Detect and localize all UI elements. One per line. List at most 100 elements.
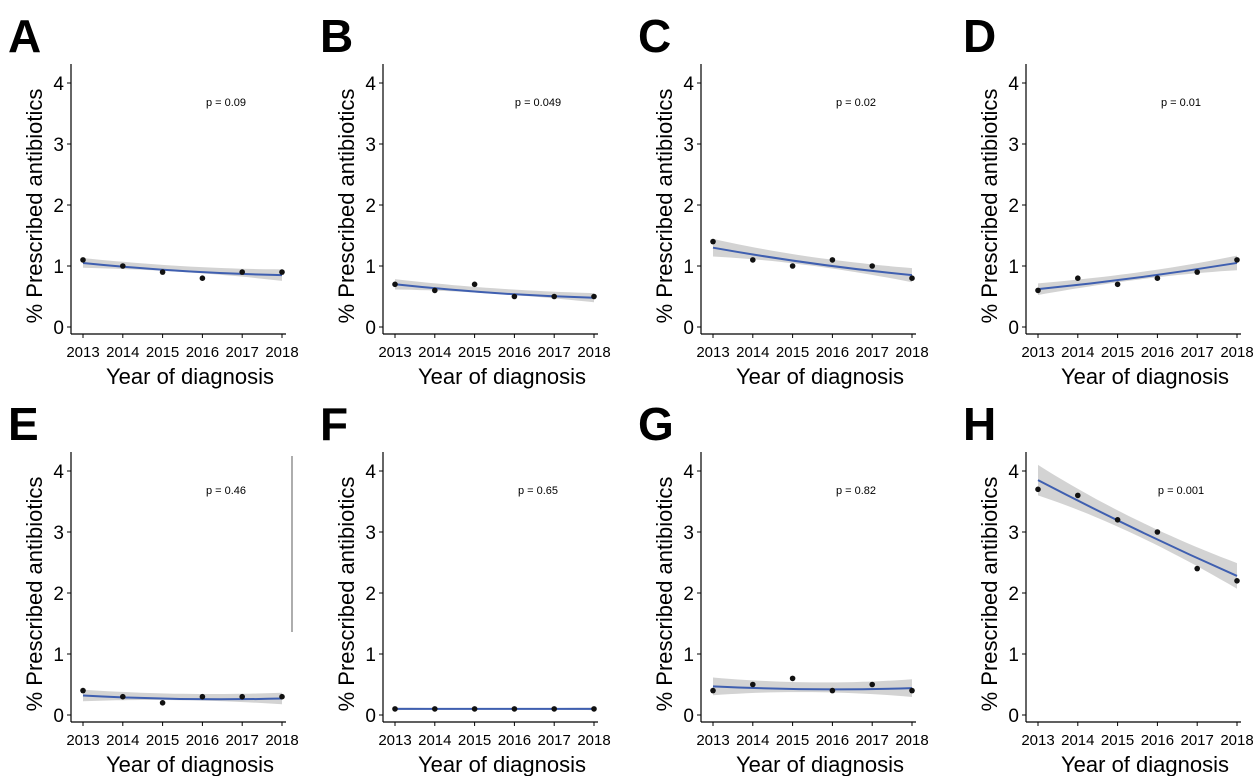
x-tick-label-g-2016: 2016	[816, 732, 849, 749]
data-point-e-2018	[279, 693, 285, 700]
p-value-a: p = 0.09	[206, 97, 246, 109]
y-tick-label-e-0: 0	[53, 706, 64, 727]
p-value-c: p = 0.02	[836, 97, 876, 109]
panel-letter-d: D	[963, 10, 996, 62]
data-point-b-2014	[432, 287, 438, 294]
y-tick-label-f-1: 1	[365, 645, 376, 666]
data-point-e-2014	[120, 693, 126, 700]
x-tick-label-a-2016: 2016	[186, 344, 219, 361]
p-value-h: p = 0.001	[1158, 485, 1204, 497]
y-tick-label-h-3: 3	[1008, 523, 1019, 544]
panel-letter-e: E	[8, 398, 39, 450]
data-point-c-2014	[750, 257, 756, 263]
y-tick-label-f-2: 2	[365, 584, 376, 605]
y-tick-label-g-0: 0	[683, 706, 694, 727]
x-tick-label-g-2013: 2013	[696, 732, 729, 749]
data-point-a-2013	[80, 257, 86, 263]
y-tick-label-a-3: 3	[53, 135, 64, 156]
x-tick-label-d-2013: 2013	[1021, 344, 1054, 361]
y-axis-label-a: % Prescribed antibiotics	[22, 89, 47, 324]
data-point-a-2015	[159, 269, 166, 275]
data-point-e-2013	[80, 687, 86, 694]
ci-band-e	[83, 689, 282, 705]
data-point-a-2018	[279, 269, 285, 275]
data-point-h-2016	[1154, 529, 1161, 535]
data-point-d-2016	[1154, 275, 1161, 282]
x-tick-label-h-2018: 2018	[1220, 732, 1253, 749]
x-tick-label-d-2015: 2015	[1101, 344, 1134, 361]
x-tick-label-b-2014: 2014	[418, 344, 451, 361]
x-tick-label-f-2013: 2013	[378, 732, 411, 749]
panel-letter-c: C	[638, 10, 671, 62]
data-point-g-2017	[869, 681, 875, 688]
x-axis-label-e: Year of diagnosis	[106, 752, 274, 776]
y-tick-label-c-2: 2	[683, 196, 694, 217]
data-point-e-2015	[159, 700, 166, 706]
x-tick-label-e-2017: 2017	[226, 732, 259, 749]
y-axis-label-b: % Prescribed antibiotics	[334, 89, 359, 324]
y-tick-label-h-4: 4	[1008, 462, 1019, 483]
x-tick-label-h-2013: 2013	[1021, 732, 1054, 749]
panel-letter-a: A	[8, 10, 41, 62]
data-point-a-2014	[120, 263, 126, 269]
y-tick-label-f-4: 4	[365, 462, 376, 483]
data-point-c-2013	[710, 238, 716, 245]
x-axis-label-a: Year of diagnosis	[106, 364, 274, 389]
data-point-h-2015	[1114, 517, 1121, 523]
x-tick-label-a-2013: 2013	[66, 344, 99, 361]
x-axis-label-g: Year of diagnosis	[736, 752, 904, 776]
y-tick-label-g-1: 1	[683, 645, 694, 666]
y-tick-label-e-4: 4	[53, 462, 64, 483]
p-value-g: p = 0.82	[836, 485, 876, 497]
y-tick-label-c-3: 3	[683, 135, 694, 156]
data-point-b-2015	[471, 281, 478, 288]
panel-letter-b: B	[320, 10, 353, 62]
y-tick-label-e-2: 2	[53, 584, 64, 605]
fit-line-c	[712, 246, 913, 277]
p-value-b: p = 0.049	[515, 97, 561, 109]
panel-letter-h: H	[963, 398, 996, 450]
x-tick-label-h-2014: 2014	[1061, 732, 1094, 749]
x-tick-label-g-2015: 2015	[776, 732, 809, 749]
x-axis-label-d: Year of diagnosis	[1061, 364, 1229, 389]
data-point-g-2014	[750, 681, 756, 688]
data-point-h-2018	[1234, 578, 1240, 584]
data-point-g-2018	[909, 687, 915, 694]
panel-letter-g: G	[638, 398, 674, 450]
x-tick-label-f-2017: 2017	[538, 732, 571, 749]
fit-line-b	[394, 283, 595, 299]
y-tick-label-d-0: 0	[1008, 318, 1019, 339]
data-point-c-2017	[869, 263, 875, 269]
x-tick-label-f-2015: 2015	[458, 732, 491, 749]
x-tick-label-a-2018: 2018	[265, 344, 298, 361]
data-point-b-2018	[591, 293, 597, 300]
x-tick-label-g-2017: 2017	[856, 732, 889, 749]
y-tick-label-h-0: 0	[1008, 706, 1019, 727]
x-tick-label-e-2015: 2015	[146, 732, 179, 749]
data-point-c-2016	[829, 257, 836, 263]
x-tick-label-e-2018: 2018	[265, 732, 298, 749]
y-tick-label-h-1: 1	[1008, 645, 1019, 666]
ci-band-h	[1038, 464, 1237, 589]
fit-line-e	[82, 694, 283, 701]
data-point-f-2018	[591, 706, 597, 712]
y-tick-label-b-4: 4	[365, 74, 376, 95]
y-tick-label-d-4: 4	[1008, 74, 1019, 95]
y-tick-label-c-1: 1	[683, 257, 694, 278]
y-tick-label-d-3: 3	[1008, 135, 1019, 156]
data-point-h-2017	[1194, 565, 1200, 572]
fit-line-a	[82, 261, 283, 277]
y-tick-label-g-4: 4	[683, 462, 694, 483]
data-point-f-2014	[432, 706, 438, 712]
y-tick-label-g-3: 3	[683, 523, 694, 544]
x-tick-label-b-2016: 2016	[498, 344, 531, 361]
y-tick-label-b-0: 0	[365, 318, 376, 339]
data-point-f-2015	[471, 706, 478, 712]
x-tick-label-f-2014: 2014	[418, 732, 451, 749]
p-value-e: p = 0.46	[206, 485, 246, 497]
x-tick-label-c-2014: 2014	[736, 344, 769, 361]
x-tick-label-h-2016: 2016	[1141, 732, 1174, 749]
y-tick-label-f-3: 3	[365, 523, 376, 544]
x-tick-label-e-2016: 2016	[186, 732, 219, 749]
data-point-g-2016	[829, 687, 836, 694]
